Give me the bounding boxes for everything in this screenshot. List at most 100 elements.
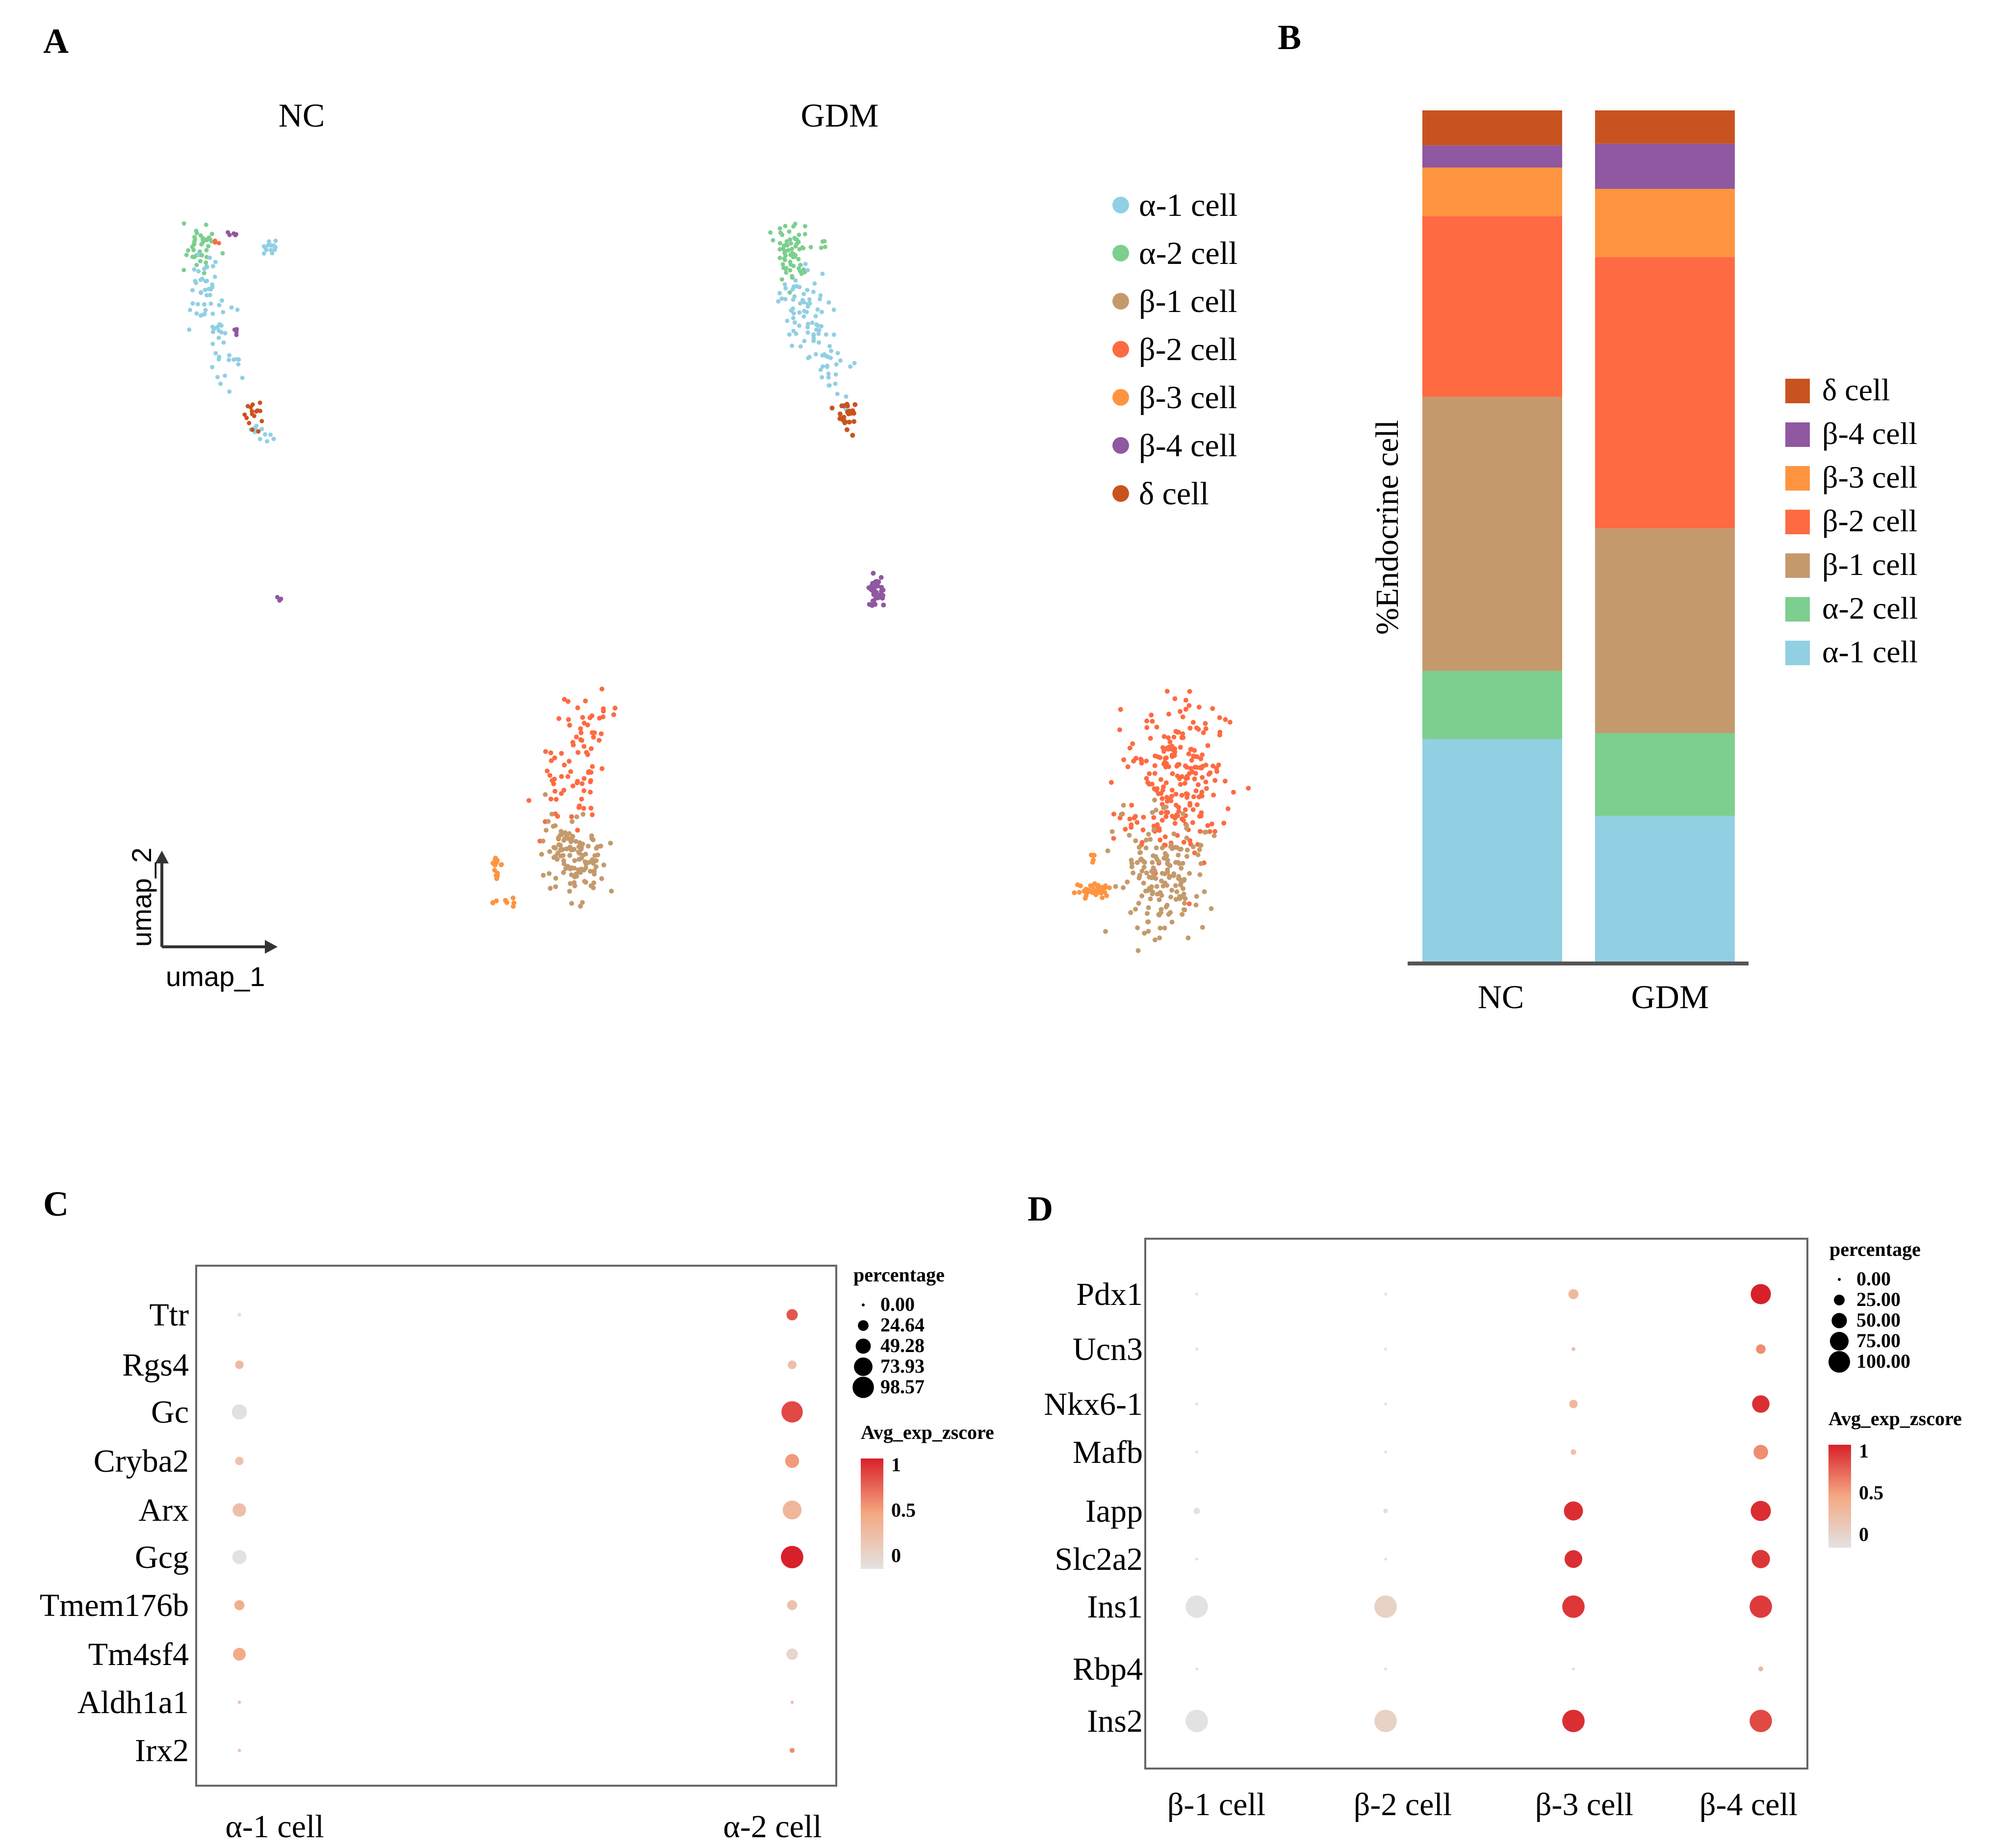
umap-nc-point-alpha-2 xyxy=(204,248,209,253)
umap-gdm-point-beta-1 xyxy=(1155,891,1160,897)
umap-nc-point-alpha-1 xyxy=(195,302,200,307)
umap-gdm-point-alpha-1 xyxy=(805,321,810,326)
umap-gdm-point-beta-2 xyxy=(1194,802,1200,807)
dotplot-c-dot-tm4sf4-2-cell xyxy=(786,1648,798,1660)
panel-letter-d: D xyxy=(1028,1189,1053,1228)
umap-gdm-point-beta-1 xyxy=(1187,871,1192,876)
umap-legend-label-alpha-2: α-2 cell xyxy=(1139,235,1237,271)
umap-gdm-point-beta-1 xyxy=(1180,860,1185,866)
umap-nc-point-delta xyxy=(242,412,247,417)
dotplot-c-color-legend-bar xyxy=(861,1458,883,1569)
umap-nc-point-beta-2 xyxy=(581,788,587,793)
umap-nc-point-beta-2 xyxy=(579,796,584,802)
umap-nc-point-alpha-2 xyxy=(220,251,225,256)
umap-nc-point-beta-1 xyxy=(569,836,574,841)
umap-gdm-point-alpha-1 xyxy=(826,375,831,380)
dotplot-d-color-legend-tick-2: 0 xyxy=(1859,1523,1869,1545)
umap-gdm-point-beta-3 xyxy=(1100,895,1105,900)
umap-gdm-point-alpha-1 xyxy=(816,331,821,336)
umap-gdm-point-alpha-1 xyxy=(831,332,836,337)
umap-nc-point-beta-1 xyxy=(567,853,572,858)
umap-gdm-point-beta-2 xyxy=(1140,827,1146,833)
umap-gdm-point-beta-2 xyxy=(1163,780,1169,785)
umap-gdm-point-alpha-2 xyxy=(790,251,795,256)
dotplot-d-size-legend-dot-1 xyxy=(1834,1295,1845,1305)
umap-gdm-point-beta-2 xyxy=(1152,763,1158,768)
umap-nc-point-beta-2 xyxy=(544,768,550,774)
umap-nc-point-beta-2 xyxy=(526,798,532,803)
umap-nc-point-beta-2 xyxy=(599,686,605,692)
umap-gdm-point-beta-1 xyxy=(1152,937,1158,942)
umap-nc-point-beta-2 xyxy=(555,814,560,819)
umap-gdm-point-alpha-1 xyxy=(824,353,828,358)
umap-gdm-point-beta-2 xyxy=(1204,786,1209,791)
umap-gdm-point-beta-1 xyxy=(1184,835,1189,841)
dotplot-d-dot-nkx6-1-4-cell xyxy=(1752,1395,1770,1413)
umap-nc-point-beta-1 xyxy=(569,865,574,870)
umap-nc-point-alpha-2 xyxy=(209,232,214,236)
umap-gdm-point-beta-2 xyxy=(1132,815,1137,821)
umap-gdm-point-alpha-2 xyxy=(822,239,827,244)
umap-gdm-point-beta-4 xyxy=(879,585,884,590)
umap-gdm-point-beta-2 xyxy=(1199,789,1205,795)
umap-nc-point-beta-2 xyxy=(549,758,554,763)
umap-gdm-point-alpha-1 xyxy=(793,278,798,283)
umap-nc-point-alpha-1 xyxy=(210,264,215,269)
dotplot-c-dot-cryba2-2-cell xyxy=(785,1454,799,1468)
bar-legend-label-delta: δ cell xyxy=(1822,372,1890,407)
umap-nc-point-alpha-1 xyxy=(196,252,201,257)
umap-gdm-point-alpha-1 xyxy=(848,364,853,369)
umap-gdm-point-beta-1 xyxy=(1193,902,1199,908)
umap-gdm-point-alpha-1 xyxy=(818,367,823,372)
dotplot-d-gene-label-slc2a2: Slc2a2 xyxy=(1055,1541,1143,1577)
dotplot-c-dot-gc-1-cell xyxy=(232,1404,247,1420)
dotplot-d-size-legend-dot-0 xyxy=(1838,1278,1841,1281)
panel-letter-b: B xyxy=(1278,18,1301,57)
umap-nc-point-alpha-1 xyxy=(207,293,212,297)
umap-gdm-point-beta-1 xyxy=(1195,852,1201,858)
umap-gdm-point-beta-2 xyxy=(1151,815,1157,820)
umap-legend-label-beta-1: β-1 cell xyxy=(1139,284,1237,319)
umap-nc-point-delta xyxy=(259,418,264,423)
umap-nc-point-beta-1 xyxy=(553,876,559,881)
dotplot-d-dot-slc2a2-2-cell xyxy=(1384,1558,1387,1561)
umap-gdm-point-beta-2 xyxy=(1199,793,1205,799)
umap-nc-point-alpha-1 xyxy=(190,288,195,293)
dotplot-d-group-label-1-cell: β-1 cell xyxy=(1167,1787,1265,1822)
umap-gdm-point-beta-1 xyxy=(1141,864,1147,870)
umap-nc-point-beta-2 xyxy=(588,779,593,784)
dotplot-d-dot-ucn3-4-cell xyxy=(1756,1344,1766,1354)
umap-gdm-point-alpha-2 xyxy=(799,271,804,276)
umap-gdm-point-beta-1 xyxy=(1203,830,1209,835)
dotplot-c-group-label-2-cell: α-2 cell xyxy=(723,1809,822,1845)
umap-gdm-point-beta-2 xyxy=(1186,751,1191,756)
umap-gdm-point-alpha-1 xyxy=(833,381,838,386)
umap-title-nc: NC xyxy=(279,97,325,134)
umap-nc-point-alpha-1 xyxy=(215,375,220,380)
umap-nc-point-beta-2 xyxy=(552,755,557,760)
dotplot-d-dot-slc2a2-4-cell xyxy=(1751,1550,1770,1568)
umap-nc-point-alpha-2 xyxy=(206,244,211,249)
umap-gdm-point-beta-4 xyxy=(879,589,884,594)
umap-gdm-point-beta-2 xyxy=(1246,785,1251,791)
umap-gdm-point-beta-2 xyxy=(1203,721,1208,726)
umap-gdm-point-beta-2 xyxy=(1209,821,1214,827)
umap-nc-point-beta-2 xyxy=(613,705,618,711)
dotplot-c-dot-tmem176b-1-cell xyxy=(234,1600,245,1611)
umap-gdm-point-beta-2 xyxy=(1189,757,1194,763)
umap-nc-point-beta-1 xyxy=(547,885,553,891)
umap-gdm-point-beta-1 xyxy=(1127,833,1132,838)
umap-gdm-point-beta-2 xyxy=(1196,704,1202,710)
umap-gdm-point-beta-2 xyxy=(1130,741,1135,746)
umap-nc-point-beta-3 xyxy=(504,900,510,905)
umap-nc-point-alpha-1 xyxy=(268,243,273,248)
dotplot-d-dot-ins2-2-cell xyxy=(1374,1710,1397,1732)
dotplot-d-dot-pdx1-2-cell xyxy=(1384,1293,1387,1296)
umap-nc-point-beta-1 xyxy=(580,841,585,847)
dotplot-d-size-legend-label-0: 0.00 xyxy=(1856,1268,1891,1290)
dotplot-d-size-legend-label-4: 100.00 xyxy=(1856,1350,1910,1372)
umap-gdm-point-beta-1 xyxy=(1179,865,1184,871)
umap-nc-point-alpha-1 xyxy=(187,308,192,312)
dotplot-d-dot-ins2-3-cell xyxy=(1562,1710,1585,1732)
umap-gdm-point-delta xyxy=(829,405,835,411)
